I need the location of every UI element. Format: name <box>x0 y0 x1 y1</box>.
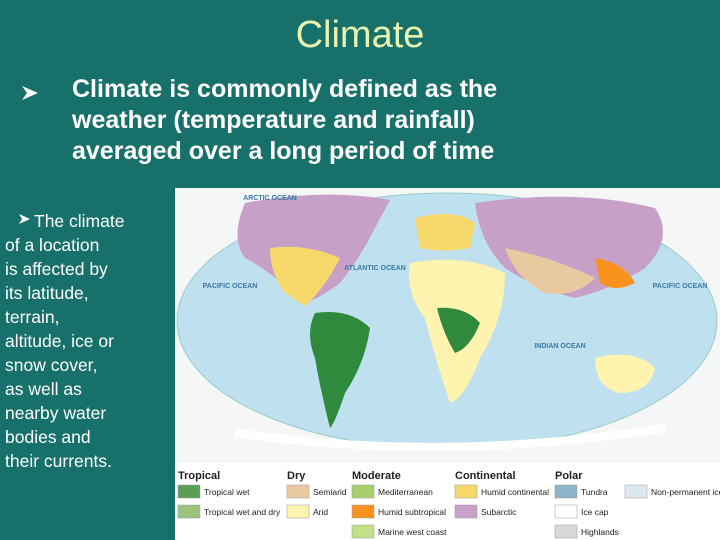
text-line: nearby water <box>5 403 107 423</box>
legend-swatch <box>454 484 478 499</box>
europe <box>415 214 475 251</box>
asia-subtropical <box>595 258 635 288</box>
ocean-label: ATLANTIC OCEAN <box>344 265 406 272</box>
legend-swatch <box>351 524 375 539</box>
bullet-arrow <box>19 214 30 224</box>
legend-label: Semiarid <box>313 487 347 497</box>
legend-swatch <box>351 504 375 519</box>
legend-swatch <box>351 484 375 499</box>
south-america <box>310 312 370 428</box>
legend-swatch <box>624 484 648 499</box>
legend-label: Non-permanent ice <box>651 487 720 497</box>
africa-tropics <box>437 307 480 353</box>
ocean-label: ARCTIC OCEAN <box>243 195 297 202</box>
text-line: of a location <box>5 235 100 255</box>
legend-label: Arid <box>313 507 328 517</box>
legend-label: Humid subtropical <box>378 507 446 517</box>
text-line: bodies and <box>5 427 91 447</box>
legend-swatch <box>554 524 578 539</box>
legend-swatch <box>554 504 578 519</box>
legend-label: Tundra <box>581 487 608 497</box>
legend-label: Humid continental <box>481 487 549 497</box>
text-line: Climate is commonly defined as the <box>72 75 498 103</box>
side-bullet: The climate of a location is affected by it… <box>5 209 125 473</box>
legend-swatch <box>554 484 578 499</box>
text-line: their currents. <box>5 451 112 471</box>
legend-label: Tropical wet and dry <box>204 507 281 517</box>
legend-swatch <box>177 484 201 499</box>
legend-label: Tropical wet <box>204 487 250 497</box>
legend-swatch <box>454 504 478 519</box>
main-bullet: Climate is commonly defined as the weathe… <box>72 74 497 167</box>
legend-swatch <box>286 484 310 499</box>
legend-label: Ice cap <box>581 507 609 517</box>
text-line: altitude, ice or <box>5 331 114 351</box>
legend-group-title: Tropical <box>178 470 220 482</box>
legend-label: Marine west coast <box>378 527 447 537</box>
legend-label: Subarctic <box>481 507 517 517</box>
asia-dry <box>505 248 595 294</box>
legend-group-title: Polar <box>555 470 583 482</box>
text-line: averaged over a long period of time <box>72 137 495 165</box>
legend-group-title: Moderate <box>352 470 401 482</box>
legend-swatch <box>286 504 310 519</box>
text-line: its latitude, <box>5 283 89 303</box>
slide-title: Climate <box>295 14 425 56</box>
ocean-label: PACIFIC OCEAN <box>653 283 708 290</box>
legend-swatch <box>177 504 201 519</box>
text-line: weather (temperature and rainfall) <box>72 106 475 134</box>
legend-label: Highlands <box>581 527 619 537</box>
ocean-label: INDIAN OCEAN <box>534 343 585 350</box>
text-line: as well as <box>5 379 82 399</box>
legend-group-title: Dry <box>287 470 306 482</box>
ocean-label: PACIFIC OCEAN <box>203 283 258 290</box>
legend-group-title: Continental <box>455 470 516 482</box>
north-america-south <box>270 246 340 306</box>
text-line: snow cover, <box>5 355 98 375</box>
bullet-arrow <box>22 86 38 100</box>
climate-map: ARCTIC OCEAN PACIFIC OCEAN ATLANTIC OCEAN I… <box>175 188 720 540</box>
legend-background <box>175 463 720 540</box>
australia <box>595 354 655 393</box>
antarctica <box>234 424 666 451</box>
text-line: The climate <box>34 211 125 231</box>
legend-label: Mediterranean <box>378 487 433 497</box>
text-line: terrain, <box>5 307 60 327</box>
text-line: is affected by <box>5 259 108 279</box>
